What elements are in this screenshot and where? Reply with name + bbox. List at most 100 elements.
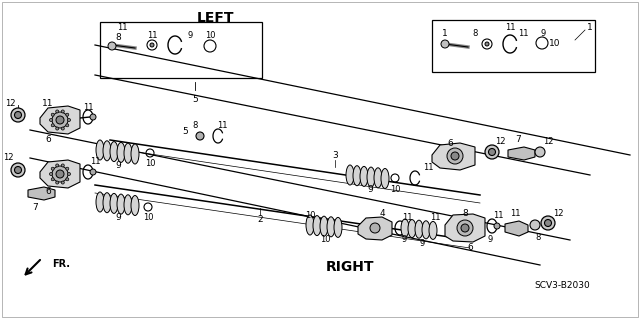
Text: 5: 5	[192, 95, 198, 105]
Ellipse shape	[320, 216, 328, 236]
Text: 11: 11	[423, 162, 433, 172]
Text: 2: 2	[257, 216, 263, 225]
Text: 9: 9	[488, 235, 493, 244]
Text: 9: 9	[115, 213, 121, 222]
Circle shape	[461, 224, 469, 232]
Text: LEFT: LEFT	[196, 11, 234, 25]
Circle shape	[530, 220, 540, 230]
Text: 11: 11	[493, 211, 503, 219]
Text: 11: 11	[83, 102, 93, 112]
Ellipse shape	[110, 193, 118, 213]
Text: 1: 1	[442, 29, 448, 39]
Ellipse shape	[346, 165, 354, 185]
Circle shape	[15, 112, 22, 118]
Text: 3: 3	[332, 151, 338, 160]
Ellipse shape	[124, 195, 132, 215]
Polygon shape	[358, 217, 392, 240]
Text: 11: 11	[402, 213, 412, 222]
Text: 11: 11	[429, 213, 440, 222]
Circle shape	[61, 181, 64, 184]
Text: 10: 10	[143, 212, 153, 221]
Text: 11: 11	[217, 122, 227, 130]
Circle shape	[49, 118, 52, 122]
Circle shape	[150, 43, 154, 47]
Text: 12: 12	[543, 137, 553, 145]
Circle shape	[66, 124, 68, 127]
Circle shape	[451, 152, 459, 160]
Circle shape	[61, 127, 64, 130]
Text: 10: 10	[305, 211, 316, 219]
Ellipse shape	[374, 168, 382, 188]
Circle shape	[485, 42, 489, 46]
Text: 10: 10	[205, 31, 215, 40]
Text: 11: 11	[116, 23, 127, 32]
Text: 11: 11	[90, 158, 100, 167]
Ellipse shape	[131, 144, 139, 164]
Ellipse shape	[422, 221, 430, 239]
Text: 9: 9	[401, 235, 406, 244]
Ellipse shape	[401, 219, 409, 237]
Ellipse shape	[306, 215, 314, 235]
Circle shape	[447, 148, 463, 164]
Ellipse shape	[415, 220, 423, 238]
Polygon shape	[445, 214, 485, 242]
Circle shape	[66, 178, 68, 181]
Ellipse shape	[353, 166, 361, 186]
Text: 1: 1	[587, 24, 593, 33]
Circle shape	[370, 223, 380, 233]
Ellipse shape	[429, 221, 437, 239]
Ellipse shape	[381, 168, 389, 189]
Circle shape	[90, 169, 96, 175]
Text: 11: 11	[509, 210, 520, 219]
Circle shape	[51, 178, 54, 181]
Circle shape	[56, 170, 64, 178]
Text: RIGHT: RIGHT	[326, 260, 374, 274]
Ellipse shape	[117, 142, 125, 162]
Text: 6: 6	[45, 136, 51, 145]
Text: 6: 6	[467, 243, 473, 253]
Circle shape	[11, 163, 25, 177]
Ellipse shape	[103, 141, 111, 161]
Text: 5: 5	[182, 128, 188, 137]
Text: 8: 8	[192, 122, 198, 130]
Ellipse shape	[117, 194, 125, 214]
Text: 10: 10	[549, 40, 561, 48]
Polygon shape	[505, 221, 528, 236]
Text: 9: 9	[367, 186, 373, 195]
Text: 9: 9	[419, 239, 424, 248]
Circle shape	[457, 220, 473, 236]
Circle shape	[66, 113, 68, 116]
Polygon shape	[28, 187, 55, 200]
Text: 12: 12	[3, 153, 13, 162]
Text: FR.: FR.	[52, 259, 70, 269]
Text: 12: 12	[553, 209, 563, 218]
Circle shape	[56, 110, 59, 113]
Text: 8: 8	[472, 29, 477, 39]
Text: 12: 12	[4, 99, 15, 108]
Text: 11: 11	[505, 23, 515, 32]
Circle shape	[535, 147, 545, 157]
Circle shape	[11, 108, 25, 122]
Ellipse shape	[131, 196, 139, 216]
Circle shape	[15, 167, 22, 174]
Text: 10: 10	[320, 235, 330, 244]
Circle shape	[51, 167, 54, 170]
Circle shape	[51, 124, 54, 127]
Text: 7: 7	[32, 203, 38, 211]
Text: 6: 6	[447, 138, 453, 147]
Circle shape	[108, 42, 116, 50]
Circle shape	[488, 149, 495, 155]
Polygon shape	[40, 160, 80, 188]
Text: 8: 8	[115, 33, 121, 41]
Circle shape	[61, 110, 64, 113]
Ellipse shape	[124, 143, 132, 163]
Circle shape	[56, 116, 64, 124]
Ellipse shape	[334, 218, 342, 237]
Circle shape	[485, 145, 499, 159]
Circle shape	[67, 118, 70, 122]
Circle shape	[90, 114, 96, 120]
Ellipse shape	[96, 140, 104, 160]
Circle shape	[56, 127, 59, 130]
Ellipse shape	[408, 219, 416, 238]
Circle shape	[56, 164, 59, 167]
